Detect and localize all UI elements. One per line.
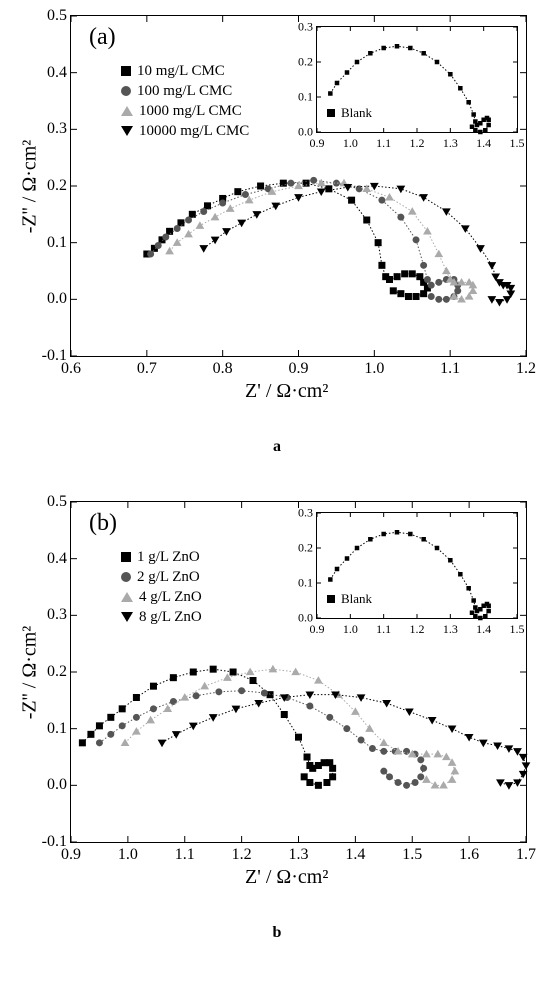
inset-legend-a: Blank [327, 103, 372, 123]
y-axis-label-b: -Z'' / Ω·cm² [19, 613, 42, 733]
circle-marker-icon [121, 572, 131, 582]
legend-label: 4 g/L ZnO [139, 587, 202, 607]
x-axis-label-b: Z' / Ω·cm² [245, 866, 328, 889]
triangle-up-marker-icon [121, 592, 133, 602]
caption-b: b [0, 924, 554, 942]
inset-plot-b: Blank 0.91.01.11.21.31.41.50.00.10.20.3 [316, 512, 518, 619]
legend-label: 10000 mg/L CMC [139, 121, 249, 141]
inset-legend-b: Blank [327, 589, 372, 609]
triangle-down-marker-icon [121, 612, 133, 622]
legend-label: 8 g/L ZnO [139, 607, 202, 627]
square-marker-icon [327, 595, 335, 603]
square-marker-icon [121, 552, 131, 562]
figure-container: (a) 10 mg/L CMC 100 mg/L CMC 1000 mg/L C… [0, 0, 554, 942]
legend-b: 1 g/L ZnO 2 g/L ZnO 4 g/L ZnO 8 g/L ZnO [121, 547, 202, 627]
panel-a: (a) 10 mg/L CMC 100 mg/L CMC 1000 mg/L C… [0, 0, 554, 430]
square-marker-icon [327, 109, 335, 117]
legend-item: 2 g/L ZnO [121, 567, 202, 587]
legend-a: 10 mg/L CMC 100 mg/L CMC 1000 mg/L CMC 1… [121, 61, 249, 141]
circle-marker-icon [121, 86, 131, 96]
legend-item: 4 g/L ZnO [121, 587, 202, 607]
panel-b: (b) 1 g/L ZnO 2 g/L ZnO 4 g/L ZnO 8 g/L … [0, 486, 554, 916]
legend-item: Blank [327, 589, 372, 609]
legend-label: Blank [341, 589, 372, 609]
legend-item: 1000 mg/L CMC [121, 101, 249, 121]
x-axis-label-a: Z' / Ω·cm² [245, 380, 328, 403]
plot-area-a: (a) 10 mg/L CMC 100 mg/L CMC 1000 mg/L C… [70, 15, 527, 357]
legend-label: 1 g/L ZnO [137, 547, 200, 567]
legend-label: 10 mg/L CMC [137, 61, 225, 81]
plot-area-b: (b) 1 g/L ZnO 2 g/L ZnO 4 g/L ZnO 8 g/L … [70, 501, 527, 843]
triangle-up-marker-icon [121, 106, 133, 116]
legend-label: Blank [341, 103, 372, 123]
square-marker-icon [121, 66, 131, 76]
legend-item: 10 mg/L CMC [121, 61, 249, 81]
triangle-down-marker-icon [121, 126, 133, 136]
legend-label: 1000 mg/L CMC [139, 101, 242, 121]
inset-plot-a: Blank 0.91.01.11.21.31.41.50.00.10.20.3 [316, 26, 518, 133]
legend-item: 1 g/L ZnO [121, 547, 202, 567]
legend-item: 8 g/L ZnO [121, 607, 202, 627]
legend-item: 10000 mg/L CMC [121, 121, 249, 141]
legend-label: 100 mg/L CMC [137, 81, 232, 101]
legend-label: 2 g/L ZnO [137, 567, 200, 587]
legend-item: Blank [327, 103, 372, 123]
caption-a: a [0, 438, 554, 456]
y-axis-label-a: -Z'' / Ω·cm² [19, 127, 42, 247]
legend-item: 100 mg/L CMC [121, 81, 249, 101]
